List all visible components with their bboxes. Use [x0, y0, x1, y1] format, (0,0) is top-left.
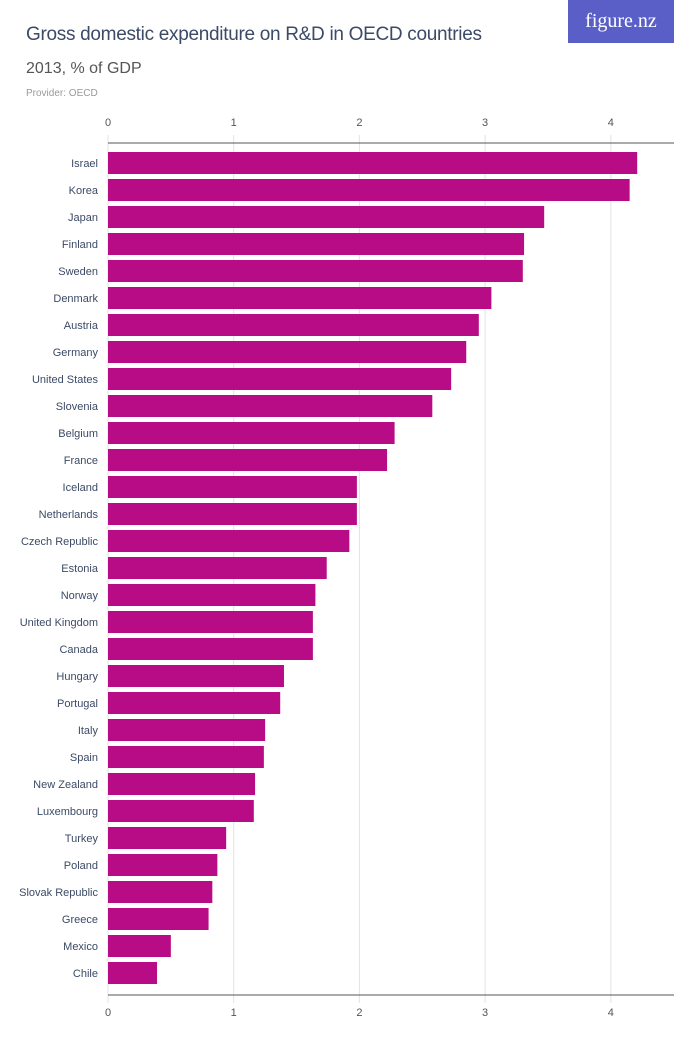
category-label: France	[64, 455, 98, 467]
category-label: Czech Republic	[21, 536, 99, 548]
bar	[108, 179, 630, 201]
bar	[108, 854, 218, 876]
bar	[108, 827, 227, 849]
bar	[108, 287, 492, 309]
bar	[108, 341, 467, 363]
category-label: Estonia	[61, 563, 99, 575]
bar	[108, 665, 284, 687]
x-tick-label-bottom: 2	[356, 1007, 362, 1019]
x-tick-label-bottom: 3	[482, 1007, 488, 1019]
x-tick-label-bottom: 1	[231, 1007, 237, 1019]
category-label: Italy	[78, 725, 99, 737]
category-label: Korea	[69, 185, 99, 197]
bar	[108, 395, 433, 417]
category-label: Sweden	[58, 266, 98, 278]
bar	[108, 449, 388, 471]
category-label: Luxembourg	[37, 806, 98, 818]
category-label: Poland	[64, 860, 98, 872]
bar	[108, 422, 395, 444]
category-label: Mexico	[63, 941, 98, 953]
bar	[108, 476, 357, 498]
provider-label: Provider: OECD	[26, 88, 98, 99]
bar	[108, 557, 327, 579]
bar	[108, 368, 452, 390]
category-label: Denmark	[53, 293, 98, 305]
category-label: New Zealand	[33, 779, 98, 791]
bar	[108, 692, 281, 714]
bar	[108, 881, 213, 903]
category-label: Austria	[64, 320, 99, 332]
bar	[108, 908, 209, 930]
bar	[108, 638, 313, 660]
category-label: Netherlands	[39, 509, 99, 521]
category-label: Israel	[71, 158, 98, 170]
chart-subtitle: 2013, % of GDP	[26, 60, 142, 77]
x-tick-label-bottom: 0	[105, 1007, 111, 1019]
x-tick-label-top: 3	[482, 117, 488, 129]
category-label: Portugal	[57, 698, 98, 710]
category-label: Hungary	[56, 671, 98, 683]
x-tick-label-top: 0	[105, 117, 111, 129]
bar	[108, 584, 316, 606]
category-label: Turkey	[65, 833, 99, 845]
bar	[108, 800, 254, 822]
figure-nz-logo[interactable]: figure.nz	[568, 0, 674, 43]
category-label: Iceland	[63, 482, 98, 494]
bar	[108, 314, 479, 336]
category-label: Spain	[70, 752, 98, 764]
category-label: Greece	[62, 914, 98, 926]
bar	[108, 719, 266, 741]
category-label: Canada	[59, 644, 98, 656]
bar	[108, 260, 523, 282]
x-tick-label-top: 4	[608, 117, 614, 129]
bar	[108, 530, 350, 552]
category-label: Belgium	[58, 428, 98, 440]
bar	[108, 611, 313, 633]
category-label: Germany	[53, 347, 99, 359]
x-tick-label-bottom: 4	[608, 1007, 614, 1019]
category-label: Finland	[62, 239, 98, 251]
category-label: Slovak Republic	[19, 887, 98, 899]
category-label: Chile	[73, 968, 98, 980]
category-label: Norway	[61, 590, 99, 602]
category-label: Slovenia	[56, 401, 99, 413]
bar	[108, 206, 545, 228]
bar	[108, 773, 256, 795]
bar	[108, 746, 264, 768]
x-tick-label-top: 2	[356, 117, 362, 129]
category-label: United States	[32, 374, 99, 386]
bar	[108, 233, 525, 255]
chart-title: Gross domestic expenditure on R&D in OEC…	[26, 24, 482, 45]
category-label: Japan	[68, 212, 98, 224]
category-label: United Kingdom	[20, 617, 98, 629]
bar	[108, 152, 638, 174]
bar	[108, 503, 357, 525]
bar	[108, 935, 171, 957]
bar	[108, 962, 158, 984]
x-tick-label-top: 1	[231, 117, 237, 129]
